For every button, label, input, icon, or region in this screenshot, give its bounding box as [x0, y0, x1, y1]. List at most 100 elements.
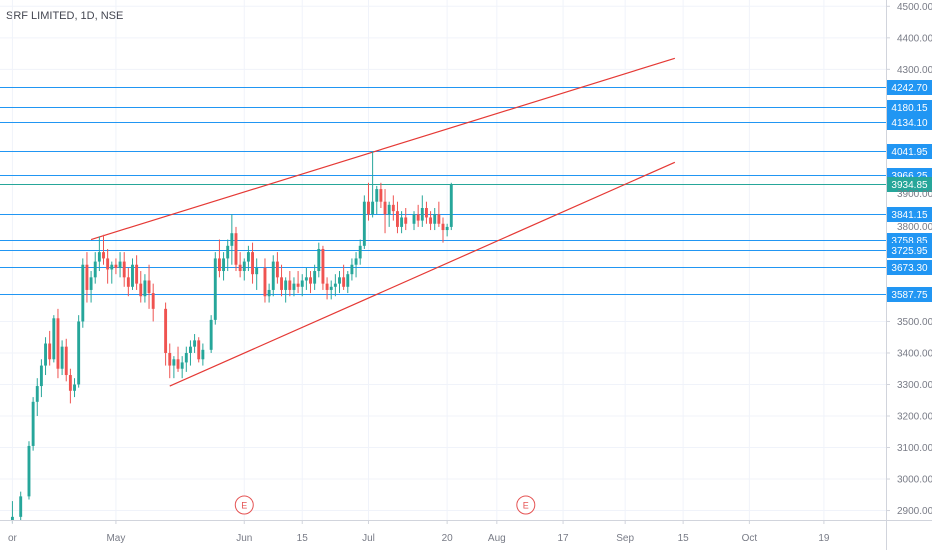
candle-body	[325, 283, 329, 290]
candle-body	[56, 318, 60, 369]
candle-body	[126, 277, 130, 287]
y-tick-label: 3300.00	[897, 380, 932, 391]
candle-body	[288, 280, 292, 290]
x-tick-label: 17	[558, 533, 570, 544]
y-tick-label: 3000.00	[897, 475, 932, 486]
event-marker	[234, 495, 254, 515]
price-level-label: 3966.25	[891, 171, 928, 182]
candle-body	[362, 201, 366, 246]
price-level-box	[887, 207, 932, 222]
price-level-box	[887, 100, 932, 115]
x-tick-label: 15	[678, 533, 690, 544]
x-tick-label: 15	[297, 533, 309, 544]
candle-body	[135, 264, 139, 284]
candle-body	[246, 252, 250, 262]
candle-body	[338, 277, 341, 284]
price-level-label: 3758.85	[891, 236, 928, 247]
candle-body	[354, 258, 358, 265]
y-tick-label: 3100.00	[897, 443, 932, 454]
candle-body	[267, 289, 271, 297]
candle-body	[89, 277, 93, 290]
candle-body	[93, 261, 97, 278]
candle-body	[122, 261, 126, 278]
candle-body	[226, 245, 230, 259]
candle-body	[242, 261, 246, 272]
y-tick-label: 4400.00	[897, 33, 932, 44]
candle-body	[102, 252, 105, 259]
candle-body	[213, 258, 217, 320]
candle-body	[350, 264, 354, 275]
candle-body	[321, 248, 325, 284]
candle-body	[35, 386, 39, 402]
candle-body	[234, 233, 238, 265]
price-level-box	[887, 177, 932, 192]
price-level-box	[887, 287, 932, 302]
candle-body	[346, 274, 350, 287]
candle-body	[429, 217, 433, 224]
candle-body	[131, 264, 134, 287]
y-tick-label: 4300.00	[897, 65, 932, 76]
candle-body	[441, 223, 445, 231]
candle-body	[412, 214, 416, 224]
candle-body	[48, 343, 52, 360]
x-tick-label: 20	[442, 533, 454, 544]
chart-title: SRF LIMITED, 1D, NSE	[6, 10, 124, 22]
candle-body	[396, 211, 399, 227]
candle-body	[238, 264, 242, 272]
price-level-label: 4180.15	[891, 103, 928, 114]
x-tick-label: Aug	[488, 533, 506, 544]
candle-body	[68, 375, 72, 391]
candle-body	[164, 308, 168, 353]
x-tick-label: Oct	[742, 533, 758, 544]
candle-body	[292, 283, 296, 290]
y-tick-label: 3400.00	[897, 348, 932, 359]
candle-body	[263, 267, 267, 297]
trend-line-upper	[90, 57, 676, 241]
candle-body	[172, 359, 176, 366]
price-level-box	[887, 243, 932, 258]
candle-body	[184, 352, 188, 363]
candle-body	[147, 280, 151, 294]
price-level-label: 4242.70	[891, 83, 928, 94]
x-tick-label: 19	[818, 533, 830, 544]
candle-body	[371, 201, 375, 215]
price-level-label: 3725.95	[891, 246, 928, 257]
candle-body	[143, 280, 147, 297]
candle-body	[106, 258, 110, 270]
candle-body	[445, 226, 449, 231]
candle-body	[449, 184, 453, 227]
candle-body	[296, 283, 300, 287]
candle-body	[222, 258, 226, 272]
candle-body	[284, 280, 288, 290]
candle-body	[424, 208, 428, 218]
candle-body	[151, 293, 155, 309]
candle-body	[193, 340, 197, 347]
price-level-box	[887, 115, 932, 130]
candle-body	[180, 362, 184, 369]
candle-body	[168, 352, 172, 366]
price-level-box	[887, 80, 932, 95]
candle-body	[387, 204, 391, 215]
candle-body	[27, 445, 31, 497]
candle-body	[379, 189, 383, 202]
price-level-label: 4134.10	[891, 118, 928, 129]
price-level-label: 3587.75	[891, 290, 928, 301]
candle-body	[255, 267, 259, 275]
y-tick-label: 4500.00	[897, 2, 932, 13]
candle-body	[280, 277, 283, 290]
candle-body	[275, 261, 279, 278]
y-tick-label: 2900.00	[897, 506, 932, 517]
candle-body	[329, 286, 333, 290]
x-tick-label: May	[106, 533, 125, 544]
y-tick-label: 3200.00	[897, 412, 932, 423]
candle-body	[176, 359, 180, 369]
candle-body	[333, 283, 337, 287]
candle-body	[31, 401, 35, 446]
y-tick-label: 3900.00	[897, 189, 932, 200]
candle-body	[383, 201, 387, 215]
candle-body	[209, 319, 213, 350]
candle-body	[85, 264, 89, 290]
event-marker	[516, 495, 536, 515]
candle-body	[437, 214, 441, 224]
